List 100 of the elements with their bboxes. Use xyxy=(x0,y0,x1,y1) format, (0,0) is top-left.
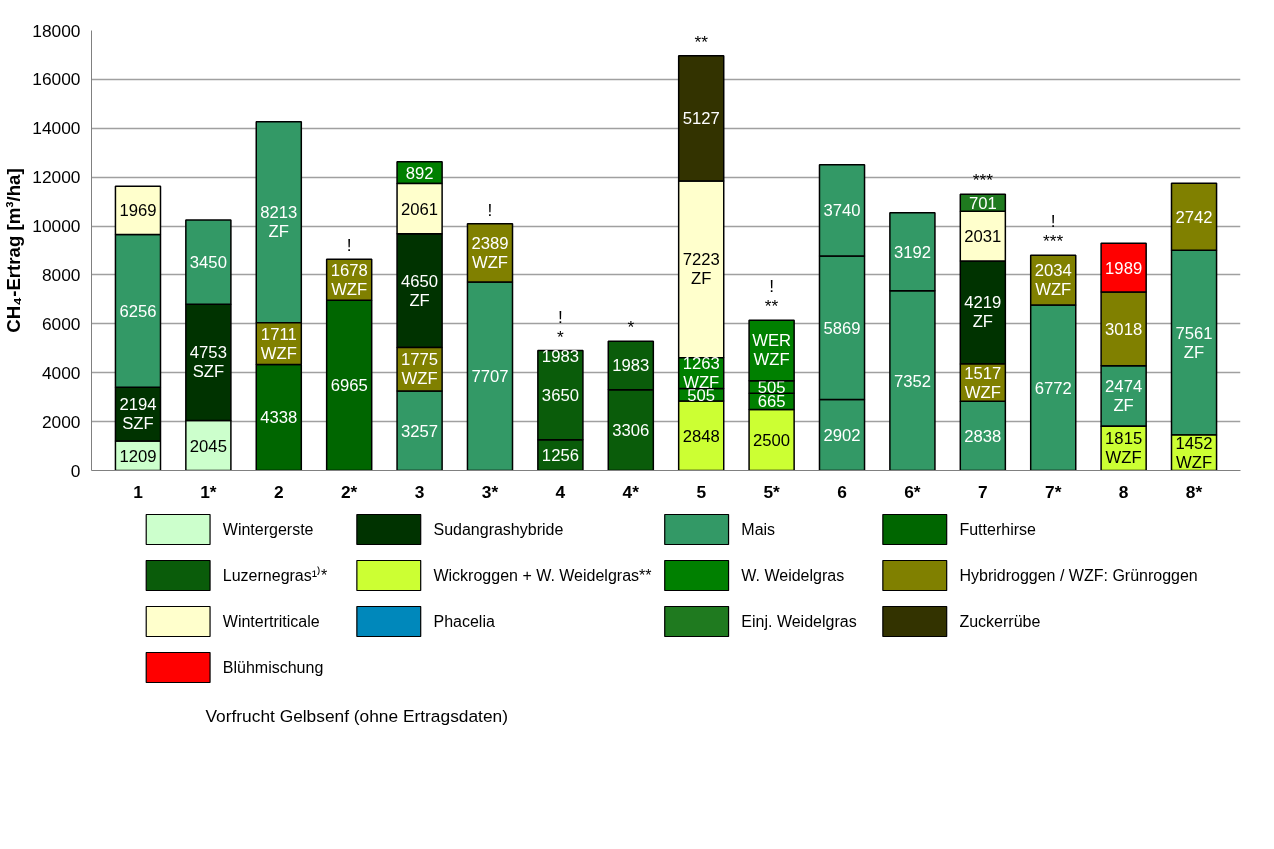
annotation: ! xyxy=(346,235,352,256)
data-label: 4219 ZF xyxy=(964,293,1002,332)
legend-label: Blühmischung xyxy=(222,659,324,676)
annotation: ** xyxy=(694,31,709,52)
data-label: 701 xyxy=(968,193,997,213)
data-label: 1983 xyxy=(612,356,650,376)
data-label: 2045 xyxy=(189,436,227,456)
data-label: 1815 WZF xyxy=(1105,429,1143,468)
data-label: 3740 xyxy=(823,201,861,221)
data-label: 1775 WZF xyxy=(401,350,439,389)
data-label: 3192 xyxy=(893,242,931,262)
legend-label: Luzernegras¹⁾* xyxy=(222,566,328,584)
legend-label: Futterhirse xyxy=(959,521,1037,538)
legend-label: Mais xyxy=(741,521,776,538)
x-tick-label: 1 xyxy=(133,481,144,502)
x-tick-label: 5* xyxy=(763,481,781,502)
annotation: * xyxy=(627,317,635,338)
x-tick-label: 7 xyxy=(978,481,988,502)
x-tick-label: 5 xyxy=(696,481,707,502)
data-label: 3306 xyxy=(612,421,650,441)
legend-label: Wickroggen + W. Weidelgras** xyxy=(433,567,652,584)
x-tick-label: 1* xyxy=(200,481,217,502)
y-tick-label: 10000 xyxy=(32,216,81,237)
data-label: 1517 WZF xyxy=(964,363,1002,402)
data-label: 5127 xyxy=(682,109,720,129)
legend-label: Zuckerrübe xyxy=(959,613,1041,630)
data-label: 7223 ZF xyxy=(682,250,720,289)
x-tick-label: 8* xyxy=(1185,481,1203,502)
data-label: 6256 xyxy=(119,301,157,321)
annotation: ** xyxy=(764,296,779,317)
annotation: ! xyxy=(1050,211,1056,232)
annotation: ! xyxy=(769,276,775,297)
x-tick-label: 4 xyxy=(555,481,566,502)
data-label: 1969 xyxy=(119,201,157,221)
y-tick-label: 2000 xyxy=(41,411,81,432)
legend-label: Einj. Weidelgras xyxy=(741,613,857,630)
x-tick-label: 7* xyxy=(1045,481,1062,502)
annotation: * xyxy=(557,326,565,347)
x-tick-label: 2 xyxy=(273,481,284,502)
data-label: 7352 xyxy=(893,371,931,391)
data-label: 4338 xyxy=(260,408,298,428)
x-tick-label: 3* xyxy=(481,481,499,502)
data-label: 2194 SZF xyxy=(119,395,157,434)
data-label: 1711 WZF xyxy=(260,324,297,363)
data-label: 2031 xyxy=(964,227,1002,247)
data-label: 1256 xyxy=(541,446,579,466)
x-tick-label: 6* xyxy=(904,481,921,502)
data-label: 2389 WZF xyxy=(471,233,509,272)
x-tick-label: 8 xyxy=(1118,481,1129,502)
data-label: 7707 xyxy=(471,367,509,387)
annotation: 1983 xyxy=(541,346,579,366)
x-tick-label: 3 xyxy=(414,481,425,502)
data-label: 7561 ZF xyxy=(1175,323,1213,362)
data-label: 2902 xyxy=(823,426,861,446)
data-label: 3450 xyxy=(189,253,227,273)
data-label: 2838 xyxy=(964,426,1002,446)
annotation: *** xyxy=(1043,231,1064,252)
data-label: 1209 xyxy=(119,446,157,466)
y-tick-label: 8000 xyxy=(41,264,81,285)
y-axis-title: CH₄-Ertrag [m³/ha] xyxy=(3,168,25,333)
y-tick-label: 16000 xyxy=(32,69,81,90)
data-label: 8213 ZF xyxy=(260,203,298,242)
data-label: 1989 xyxy=(1105,258,1143,278)
data-label: 2848 xyxy=(682,426,720,446)
data-label: 2742 xyxy=(1175,207,1213,227)
x-tick-label: 2* xyxy=(340,481,358,502)
legend-label: Phacelia xyxy=(433,613,495,630)
y-tick-label: 4000 xyxy=(41,362,81,383)
y-tick-label: 12000 xyxy=(32,167,81,188)
y-tick-label: 6000 xyxy=(41,313,81,334)
x-tick-label: 6 xyxy=(837,481,848,502)
data-label: 3257 xyxy=(401,421,439,441)
data-label: 6965 xyxy=(330,376,368,396)
data-label: 4753 SZF xyxy=(189,343,227,382)
x-tick-label: 4* xyxy=(622,481,640,502)
data-label: 2061 xyxy=(401,199,439,219)
data-label: 892 xyxy=(405,163,434,183)
data-label: 2474 ZF xyxy=(1105,376,1143,415)
data-label: 3018 xyxy=(1105,319,1143,339)
legend-label: Hybridroggen / WZF: Grünroggen xyxy=(959,567,1198,584)
data-label: 3650 xyxy=(541,386,579,406)
data-label: 2034 WZF xyxy=(1034,261,1072,300)
legend-label: Sudangrashybride xyxy=(433,521,564,538)
legend-label: Wintergerste xyxy=(222,521,314,538)
data-label: 1678 WZF xyxy=(330,260,368,299)
y-tick-label: 18000 xyxy=(32,20,81,41)
data-label: 665 xyxy=(757,392,786,412)
annotation: *** xyxy=(972,170,994,191)
data-label: 4650 ZF xyxy=(401,271,439,310)
legend-label: W. Weidelgras xyxy=(741,567,845,584)
annotation: ! xyxy=(487,199,493,220)
text: Vorfrucht Gelbsenf (ohne Ertragsdaten) xyxy=(205,705,508,726)
legend-label: Wintertriticale xyxy=(222,613,320,630)
data-label: 5869 xyxy=(823,318,861,338)
data-label: 6772 xyxy=(1034,378,1072,398)
annotation: ! xyxy=(557,306,563,327)
data-label: 1452 WZF xyxy=(1175,433,1213,472)
y-tick-label: 14000 xyxy=(32,118,81,139)
data-label: WER WZF xyxy=(752,331,792,370)
y-tick-label: 0 xyxy=(70,460,81,481)
